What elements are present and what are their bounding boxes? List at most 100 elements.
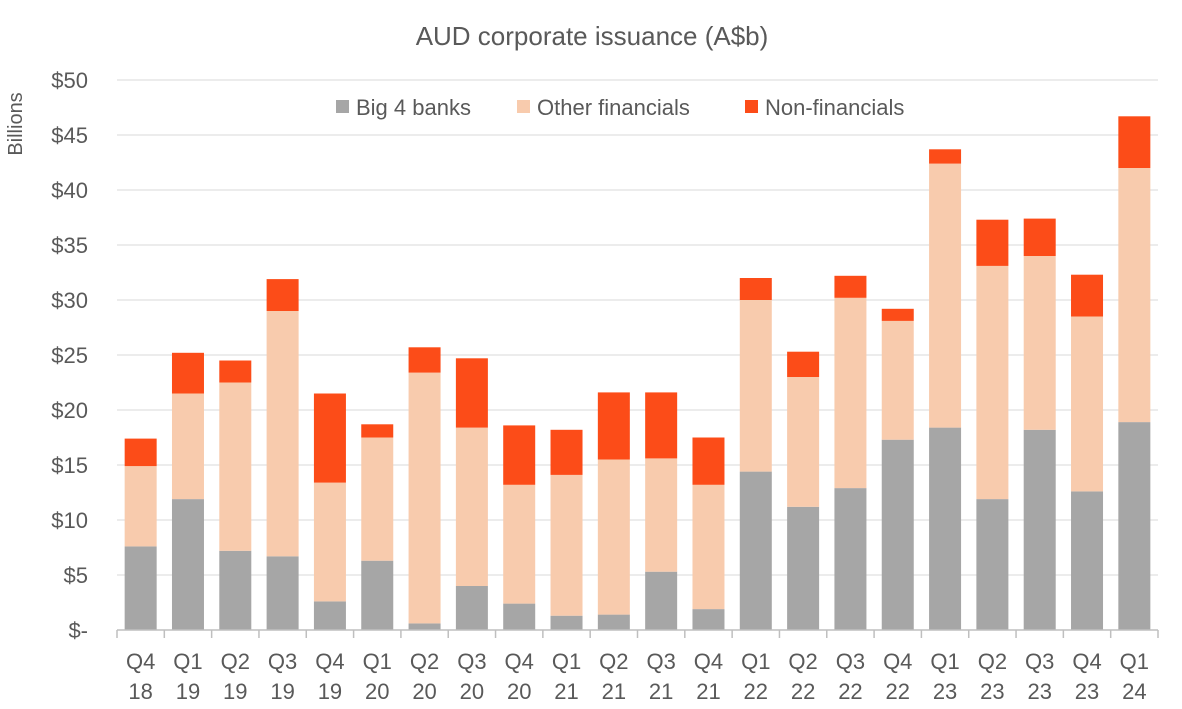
bar-other-financials bbox=[266, 311, 299, 557]
bar-big-4-banks bbox=[1023, 429, 1056, 630]
x-tick-label-year: 19 bbox=[270, 679, 294, 704]
bar-non-financials bbox=[597, 392, 630, 460]
bar-other-financials bbox=[881, 320, 914, 440]
y-tick-label: $30 bbox=[51, 288, 88, 313]
bar-non-financials bbox=[361, 424, 394, 438]
x-tick-label-year: 23 bbox=[980, 679, 1004, 704]
x-tick-label-quarter: Q2 bbox=[978, 649, 1007, 674]
bar-big-4-banks bbox=[550, 615, 583, 630]
y-tick-label: $35 bbox=[51, 233, 88, 258]
x-tick-label-year: 20 bbox=[365, 679, 389, 704]
x-tick-label-year: 19 bbox=[318, 679, 342, 704]
y-tick-label: $50 bbox=[51, 68, 88, 93]
bar-other-financials bbox=[408, 372, 441, 624]
bar-other-financials bbox=[787, 377, 820, 507]
bar-other-financials bbox=[361, 437, 394, 561]
x-tick-label-year: 20 bbox=[507, 679, 531, 704]
legend-label-non-financials: Non-financials bbox=[765, 95, 904, 120]
bar-big-4-banks bbox=[124, 546, 157, 630]
x-tick-label-quarter: Q4 bbox=[883, 649, 912, 674]
bar-big-4-banks bbox=[692, 609, 725, 630]
bar-other-financials bbox=[929, 163, 962, 428]
bar-non-financials bbox=[739, 278, 772, 300]
x-tick-label-quarter: Q2 bbox=[221, 649, 250, 674]
bar-non-financials bbox=[692, 437, 725, 485]
x-tick-label-quarter: Q1 bbox=[363, 649, 392, 674]
y-tick-label: $40 bbox=[51, 178, 88, 203]
x-tick-label-quarter: Q3 bbox=[1025, 649, 1054, 674]
x-tick-label-year: 19 bbox=[223, 679, 247, 704]
x-tick-label-quarter: Q1 bbox=[1120, 649, 1149, 674]
x-tick-label-quarter: Q3 bbox=[646, 649, 675, 674]
x-tick-label-year: 19 bbox=[176, 679, 200, 704]
x-tick-label-year: 22 bbox=[838, 679, 862, 704]
bar-big-4-banks bbox=[361, 560, 394, 630]
bar-big-4-banks bbox=[787, 506, 820, 630]
bar-other-financials bbox=[550, 474, 583, 616]
bar-big-4-banks bbox=[455, 586, 488, 630]
legend-swatch-non-financials bbox=[745, 100, 758, 113]
x-tick-label-quarter: Q1 bbox=[552, 649, 581, 674]
bar-other-financials bbox=[976, 265, 1009, 500]
bar-other-financials bbox=[739, 300, 772, 472]
bar-non-financials bbox=[929, 149, 962, 164]
bar-non-financials bbox=[503, 425, 536, 485]
y-tick-label: $25 bbox=[51, 343, 88, 368]
legend: Big 4 banks Other financials Non-financial… bbox=[336, 95, 904, 120]
x-axis: Q4 18 Q1 19 Q2 19 Q3 19 Q4 19 Q1 20 Q2 20 Q3 20 Q4 20 Q1 21… bbox=[116, 629, 1159, 704]
x-tick-label-quarter: Q4 bbox=[505, 649, 534, 674]
x-tick-label-quarter: Q3 bbox=[457, 649, 486, 674]
bar-non-financials bbox=[550, 429, 583, 475]
bar-non-financials bbox=[408, 347, 441, 373]
legend-label-other-financials: Other financials bbox=[537, 95, 690, 120]
x-tick-label-year: 22 bbox=[744, 679, 768, 704]
x-tick-label-quarter: Q4 bbox=[694, 649, 723, 674]
bar-other-financials bbox=[313, 482, 346, 602]
y-tick-label: $5 bbox=[64, 563, 88, 588]
bar-non-financials bbox=[645, 392, 678, 459]
y-axis-ticks: $- $5 $10 $15 $20 $25 $30 $35 $40 $45 $50 bbox=[51, 68, 88, 643]
bar-other-financials bbox=[455, 427, 488, 586]
x-tick-label-quarter: Q3 bbox=[836, 649, 865, 674]
bar-stacks bbox=[124, 116, 1151, 630]
bar-non-financials bbox=[219, 360, 252, 383]
x-tick-label-quarter: Q4 bbox=[1072, 649, 1101, 674]
x-tick-label-year: 23 bbox=[1027, 679, 1051, 704]
bar-other-financials bbox=[597, 459, 630, 615]
x-tick-label-year: 21 bbox=[554, 679, 578, 704]
bar-big-4-banks bbox=[503, 603, 536, 630]
bar-big-4-banks bbox=[408, 623, 441, 630]
y-tick-label: $20 bbox=[51, 398, 88, 423]
bar-non-financials bbox=[787, 351, 820, 377]
bar-non-financials bbox=[266, 279, 299, 311]
y-tick-label: $45 bbox=[51, 123, 88, 148]
x-tick-label-quarter: Q1 bbox=[930, 649, 959, 674]
bar-non-financials bbox=[1071, 274, 1104, 317]
bar-big-4-banks bbox=[739, 471, 772, 630]
bar-other-financials bbox=[692, 484, 725, 610]
bar-big-4-banks bbox=[976, 499, 1009, 630]
x-tick-label-year: 23 bbox=[933, 679, 957, 704]
bar-other-financials bbox=[219, 382, 252, 551]
legend-swatch-other-financials bbox=[517, 100, 530, 113]
bar-big-4-banks bbox=[1071, 491, 1104, 630]
bar-big-4-banks bbox=[171, 499, 204, 630]
bar-other-financials bbox=[1118, 168, 1151, 423]
bar-big-4-banks bbox=[834, 488, 867, 630]
x-tick-label-year: 21 bbox=[649, 679, 673, 704]
bar-big-4-banks bbox=[1118, 422, 1151, 630]
y-axis-label: Billions bbox=[5, 92, 27, 155]
bar-other-financials bbox=[1023, 256, 1056, 430]
x-tick-label-quarter: Q4 bbox=[126, 649, 155, 674]
y-tick-label: $- bbox=[68, 618, 88, 643]
x-tick-label-quarter: Q2 bbox=[599, 649, 628, 674]
x-tick-label-year: 21 bbox=[602, 679, 626, 704]
bar-non-financials bbox=[1118, 116, 1151, 168]
bar-non-financials bbox=[455, 358, 488, 428]
bar-non-financials bbox=[834, 275, 867, 298]
bar-big-4-banks bbox=[881, 439, 914, 630]
x-tick-label-year: 21 bbox=[696, 679, 720, 704]
y-tick-label: $10 bbox=[51, 508, 88, 533]
bar-other-financials bbox=[171, 393, 204, 500]
x-tick-label-year: 20 bbox=[460, 679, 484, 704]
